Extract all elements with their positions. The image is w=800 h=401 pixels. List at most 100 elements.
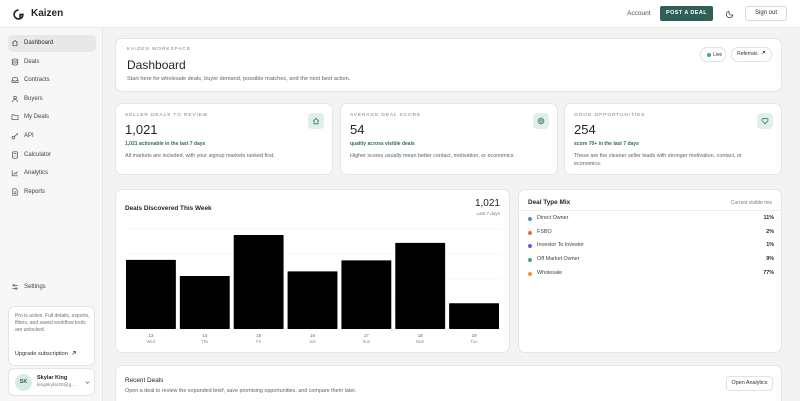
x-tick-day: Wed [147,339,156,344]
x-tick-date: 15 [256,333,261,338]
key-icon [11,132,19,140]
page-subtitle: Start here for wholesale deals, buyer de… [127,76,351,82]
inbox-icon [11,77,19,83]
stat-description: All markets are included, with your sign… [125,153,275,159]
sidebar-item-settings[interactable]: Settings [8,279,96,296]
x-tick-date: 16 [310,333,315,338]
stat-card-seller-deals: SELLER DEALS TO REVIEW 1,021 1,021 actio… [115,103,333,175]
page-title: Dashboard [127,58,186,72]
x-tick-date: 17 [364,333,369,338]
mix-row-investor-to-investor: Investor To Investor 1% [528,242,774,250]
sidebar-item-reports[interactable]: Reports [8,184,96,201]
sidebar-item-buyers[interactable]: Buyers [8,91,96,108]
chart-bar[interactable] [395,242,446,329]
database-icon [11,58,19,66]
x-tick-day: Fri [256,339,261,344]
x-tick-day: Sat [309,339,316,344]
mix-row-direct-owner: Direct Owner 11% [528,215,774,223]
sidebar-item-label: Contracts [24,77,50,83]
recent-title: Recent Deals [125,377,164,384]
upgrade-subscription-label: Upgrade subscription [15,351,68,357]
mix-pct: 77% [763,270,774,276]
chart-title: Deals Discovered This Week [125,205,212,212]
x-tick-day: Sun [363,339,371,344]
sliders-icon [12,284,18,290]
recent-subtitle: Open a deal to review the expanded brief… [125,388,357,394]
sidebar-item-label: Deals [24,59,40,65]
stat-description: These are the cleaner seller leads with … [574,153,742,167]
open-analytics-button[interactable]: Open Analytics [726,376,773,391]
sidebar-item-calculator[interactable]: Calculator [8,147,96,164]
x-tick-date: 19 [472,333,477,338]
chart-bar[interactable] [341,260,392,329]
stat-badge [533,113,549,129]
mix-pct: 1% [766,242,774,248]
chart-bar[interactable] [449,303,499,329]
chart-bar[interactable] [233,234,284,329]
moon-icon[interactable] [726,9,735,18]
house-icon [312,117,320,125]
sidebar-item-contracts[interactable]: Contracts [8,72,96,89]
sidebar-item-label: Reports [24,189,46,195]
chart-bar[interactable] [126,259,176,329]
chart-bar[interactable] [287,271,338,329]
sidebar-item-label: Dashboard [24,40,54,46]
home-icon [11,39,19,47]
stat-highlight: quality across visible deals [350,141,415,147]
stat-highlight: 1,021 actionable in the last 7 days [125,141,206,147]
sidebar-item-deals[interactable]: Deals [8,54,96,71]
users-icon [12,95,18,103]
sign-out-button[interactable]: Sign out [745,6,787,21]
sidebar-item-label: Analytics [24,170,49,176]
post-deal-button[interactable]: POST A DEAL [660,6,713,21]
kaizen-logo-icon[interactable] [13,9,24,20]
workspace-eyebrow: KAIZEN WORKSPACE [127,47,191,52]
sidebar-item-label: Buyers [24,96,43,102]
brand-name[interactable]: Kaizen [31,8,64,19]
target-icon [537,117,545,125]
legend-dot [528,231,532,235]
live-dot-icon [707,53,711,57]
chart-total-caption: Last 7 days [476,211,501,216]
recent-deals-card: Recent Deals Open a deal to review the e… [115,365,782,401]
folder-icon [11,114,19,120]
chart-bar[interactable] [179,276,230,329]
mix-row-fsbo: FSBO 2% [528,229,774,237]
sidebar-item-api[interactable]: API [8,128,96,145]
sidebar-item-analytics[interactable]: Analytics [8,165,96,182]
dashboard-header-card: KAIZEN WORKSPACE Dashboard Start here fo… [115,38,782,92]
stat-value: 254 [574,122,596,137]
stat-badge [308,113,324,129]
legend-dot [528,272,532,276]
mix-name: Investor To Investor [537,242,584,248]
y-axis-max-label: 217 [495,220,503,221]
pro-status-text: Pro is active. Full details, exports, fi… [15,313,90,333]
x-tick-day: Mon [416,339,425,344]
account-link[interactable]: Account [627,10,651,17]
user-menu[interactable]: SK Skylar King kingskylar20@g... [8,368,95,396]
referrals-button[interactable]: Referrals [731,47,772,62]
sidebar-item-label: API [24,133,34,139]
stat-description: Higher scores usually mean better contac… [350,153,515,159]
heart-icon [761,118,769,125]
mix-pct: 11% [763,215,775,221]
stat-badge [757,113,773,129]
stat-value: 1,021 [125,122,158,137]
stat-label: GOOD OPPORTUNITIES [574,113,646,118]
stat-label: AVERAGE DEAL SCORE [350,113,422,118]
sidebar-item-my-deals[interactable]: My Deals [8,109,96,126]
mix-name: Wholesale [537,270,563,276]
legend-dot [528,217,532,221]
stat-highlight: score 70+ in the last 7 days [574,141,639,147]
divider [519,210,781,211]
chart-icon [11,170,18,177]
chevron-down-icon [85,381,90,384]
sidebar-item-dashboard[interactable]: Dashboard [8,35,96,52]
deals-chart-card: Deals Discovered This Week 1,021 Last 7 … [115,189,510,353]
mix-pct: 9% [766,256,774,262]
legend-dot [528,258,532,262]
upgrade-subscription-link[interactable]: Upgrade subscription [15,350,77,357]
user-email: kingskylar20@g... [37,383,76,388]
live-status-pill[interactable]: Live [700,47,726,62]
live-label: Live [713,52,723,58]
